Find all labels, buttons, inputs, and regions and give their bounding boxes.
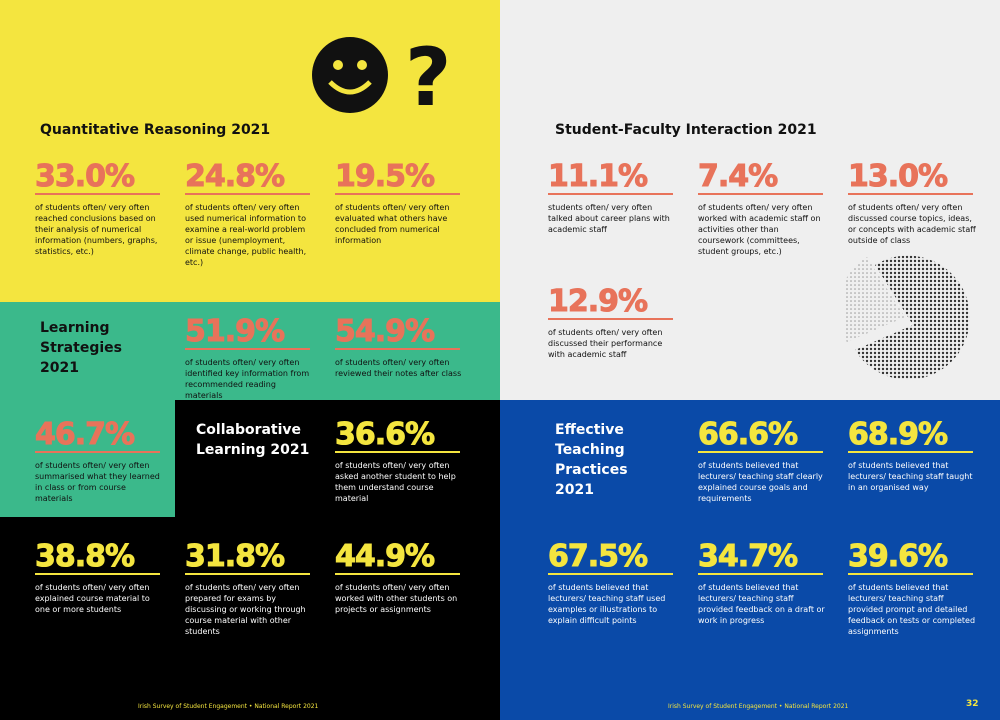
stat-description: of students often/ very often identified… (185, 358, 310, 400)
footer-text: Irish Survey of Student Engagement • Nat… (138, 703, 319, 710)
stat-value: 13.0% (847, 159, 948, 194)
stat-value: 12.9% (547, 284, 648, 319)
stat-rule (335, 193, 460, 195)
stat-description: of students believed that lecturers/ tea… (698, 461, 823, 503)
stat-value: 33.0% (34, 159, 135, 194)
stat-description: of students often/ very often discussed … (848, 203, 976, 245)
stat-value: 24.8% (184, 159, 285, 194)
page-number: 32 (966, 699, 979, 709)
stat-value: 66.6% (697, 417, 798, 452)
stat-value: 46.7% (34, 417, 135, 452)
section-title: Student-Faculty Interaction 2021 (555, 122, 817, 138)
stat-rule (335, 573, 460, 575)
section-title: Effective Teaching Practices 2021 (555, 422, 628, 498)
stat-description: of students believed that lecturers/ tea… (698, 583, 825, 625)
stat-description: of students believed that lecturers/ tea… (848, 461, 973, 492)
svg-text:?: ? (405, 31, 451, 120)
yellow-panel (0, 0, 500, 302)
section-title: Quantitative Reasoning 2021 (40, 122, 271, 138)
green-panel (0, 302, 500, 400)
stat-description: of students often/ very often reviewed t… (335, 358, 462, 378)
stat-rule (698, 573, 823, 575)
stat-description: of students often/ very often reached co… (35, 203, 158, 256)
stat-rule (548, 193, 673, 195)
stat-value: 19.5% (334, 159, 435, 194)
stat-rule (35, 573, 160, 575)
stat-rule (698, 193, 823, 195)
stat-description: of students often/ very often discussed … (548, 328, 663, 359)
stat-rule (35, 193, 160, 195)
stat-rule (335, 451, 460, 453)
stat-rule (848, 451, 973, 453)
stat-rule (848, 573, 973, 575)
section-title: Collaborative Learning 2021 (196, 422, 310, 458)
stat-rule (698, 451, 823, 453)
footer-text: Irish Survey of Student Engagement • Nat… (668, 703, 849, 710)
stat-description: of students believed that lecturers/ tea… (548, 583, 666, 625)
stat-value: 54.9% (334, 314, 435, 349)
stat-description: of students often/ very often worked wit… (335, 583, 458, 614)
stat-rule (185, 573, 310, 575)
stat-value: 31.8% (184, 539, 285, 574)
stat-description: of students often/ very often worked wit… (698, 203, 821, 256)
stat-value: 44.9% (334, 539, 435, 574)
stat-rule (848, 193, 973, 195)
stat-rule (548, 318, 673, 320)
smiley-question-icon: ? (312, 31, 451, 120)
stat-value: 68.9% (847, 417, 948, 452)
stat-rule (335, 348, 460, 350)
stat-description: students often/ very often talked about … (548, 203, 670, 234)
stat-description: of students often/ very often used numer… (185, 203, 307, 267)
stat-description: of students often/ very often summarised… (35, 461, 160, 503)
pie-icon (845, 255, 970, 380)
stat-value: 51.9% (184, 314, 285, 349)
stat-description: of students often/ very often prepared f… (185, 583, 306, 636)
stat-value: 34.7% (697, 539, 798, 574)
stat-rule (35, 451, 160, 453)
stat-description: of students often/ very often explained … (35, 583, 150, 614)
stat-value: 7.4% (697, 159, 778, 194)
stat-value: 38.8% (34, 539, 135, 574)
stat-rule (548, 573, 673, 575)
section-title: Learning Strategies 2021 (40, 320, 122, 376)
stat-value: 36.6% (334, 417, 435, 452)
stat-description: of students often/ very often asked anot… (335, 461, 456, 503)
stat-value: 39.6% (847, 539, 948, 574)
stat-description: of students believed that lecturers/ tea… (848, 583, 976, 636)
stat-value: 67.5% (547, 539, 648, 574)
blue-panel (500, 400, 1000, 720)
stat-value: 11.1% (547, 159, 648, 194)
stat-rule (185, 193, 310, 195)
stat-description: of students often/ very often evaluated … (335, 203, 450, 245)
green-panel-lower (0, 400, 175, 517)
stat-rule (185, 348, 310, 350)
